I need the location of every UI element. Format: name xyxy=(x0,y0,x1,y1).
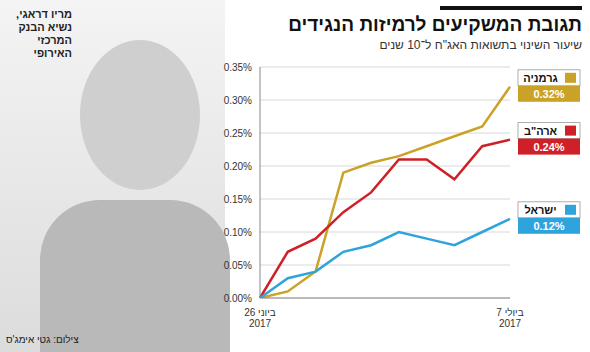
svg-text:0.25%: 0.25% xyxy=(224,128,252,139)
svg-text:ישראל: ישראל xyxy=(524,204,556,216)
svg-text:0.05%: 0.05% xyxy=(224,260,252,271)
svg-text:0.32%: 0.32% xyxy=(533,88,564,100)
svg-text:0.20%: 0.20% xyxy=(224,161,252,172)
svg-text:0.15%: 0.15% xyxy=(224,194,252,205)
html-text:מריו דראגי, נשיא הבנק המרכזי ה: מריו דראגי, נשיא הבנק המרכזי האירופי xyxy=(16,8,72,59)
svg-text:0.10%: 0.10% xyxy=(224,227,252,238)
svg-text:גרמניה: גרמניה xyxy=(523,72,558,84)
svg-text:0.30%: 0.30% xyxy=(224,95,252,106)
html-text:תגובת המשקיעים לרמיזות הנגידים: תגובת המשקיעים לרמיזות הנגידים xyxy=(288,14,582,35)
svg-text:0.35%: 0.35% xyxy=(224,62,252,73)
svg-text:ארה"ב: ארה"ב xyxy=(524,125,558,137)
html-text:צילום: גטי אימג'ס: צילום: גטי אימג'ס xyxy=(6,334,79,345)
svg-text:26 ביוני2017: 26 ביוני2017 xyxy=(244,307,276,329)
svg-text:7 ביולי2017: 7 ביולי2017 xyxy=(496,307,523,329)
svg-text:0.12%: 0.12% xyxy=(533,220,564,232)
svg-text:0.00%: 0.00% xyxy=(224,293,252,304)
svg-text:0.24%: 0.24% xyxy=(533,141,564,153)
html-text:שיעור השינוי בתשואות האג"ח ל־1: שיעור השינוי בתשואות האג"ח ל־10 שנים xyxy=(379,38,582,52)
